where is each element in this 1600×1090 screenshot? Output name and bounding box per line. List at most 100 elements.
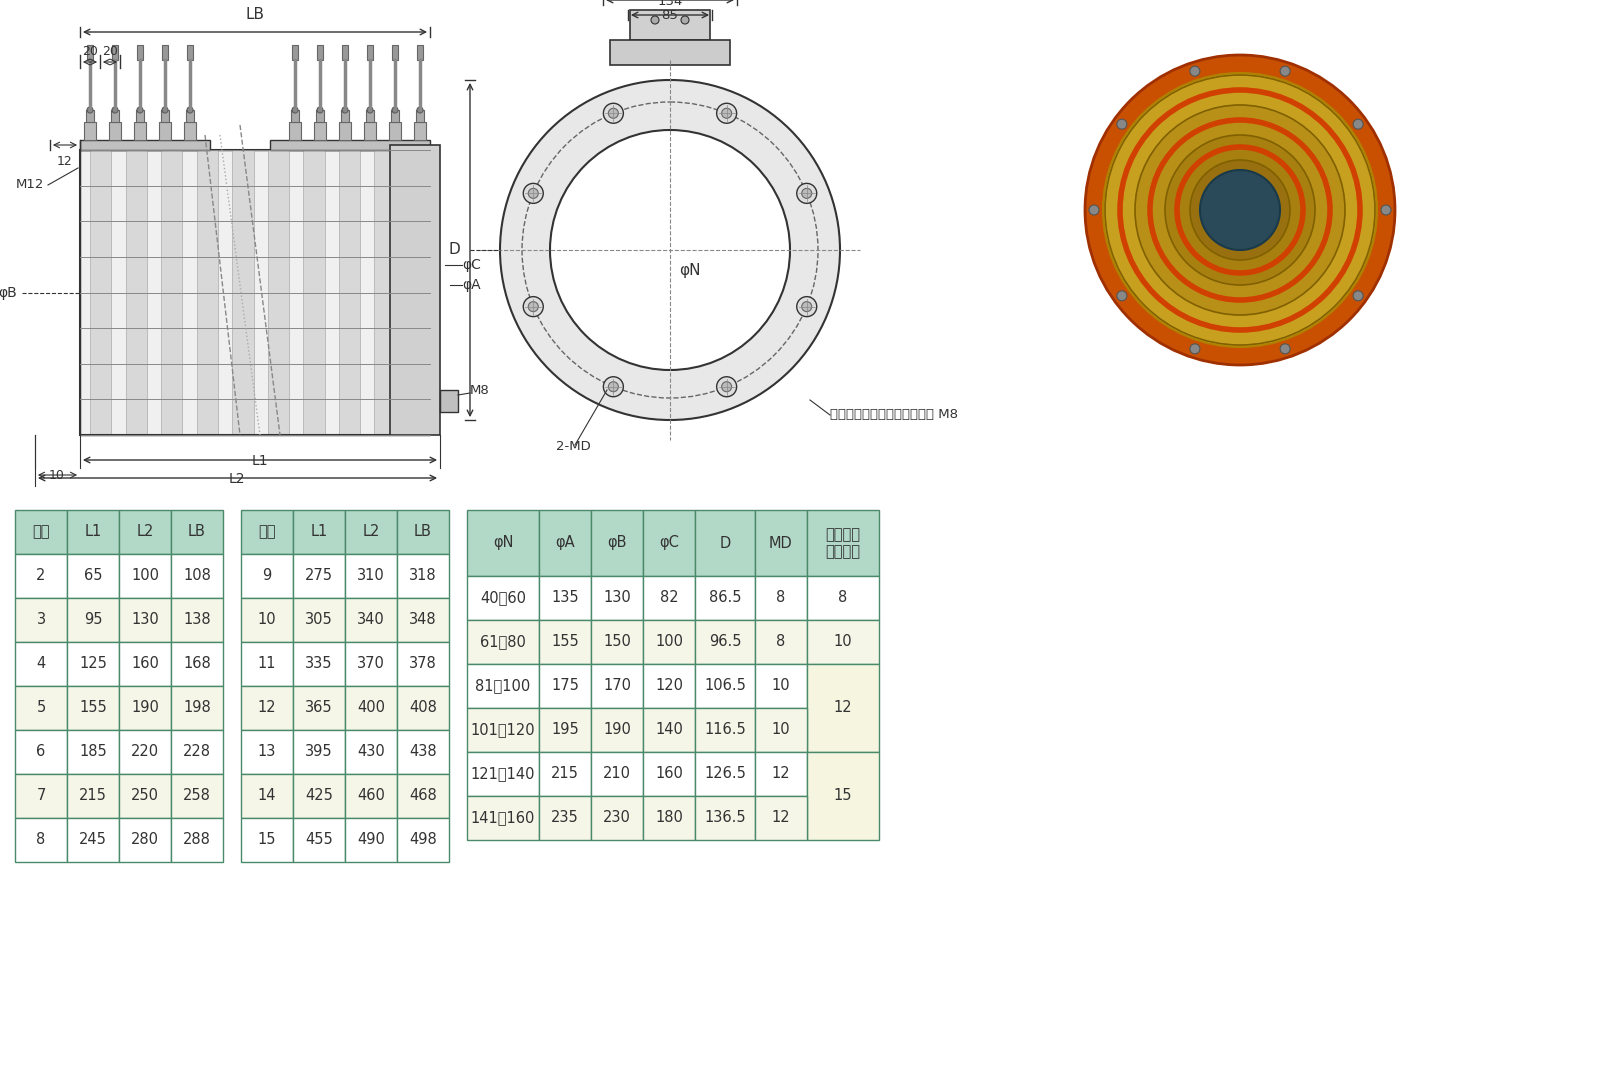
Text: 12: 12 [258, 701, 277, 715]
Text: 20: 20 [82, 45, 98, 58]
Text: 10: 10 [834, 634, 853, 650]
Polygon shape [118, 554, 171, 598]
Polygon shape [158, 122, 171, 140]
Text: 400: 400 [357, 701, 386, 715]
Text: LB: LB [189, 524, 206, 540]
Text: 245: 245 [78, 833, 107, 848]
Text: 198: 198 [182, 701, 211, 715]
Text: 228: 228 [182, 744, 211, 760]
Polygon shape [346, 730, 397, 774]
Polygon shape [80, 140, 210, 150]
Polygon shape [341, 110, 349, 122]
Text: φB: φB [0, 286, 18, 300]
Polygon shape [171, 686, 222, 730]
Polygon shape [187, 45, 194, 60]
Polygon shape [171, 598, 222, 642]
Circle shape [603, 377, 624, 397]
Text: 155: 155 [78, 701, 107, 715]
Polygon shape [694, 664, 755, 708]
Circle shape [499, 80, 840, 420]
Circle shape [1200, 170, 1280, 250]
Polygon shape [171, 818, 222, 862]
Polygon shape [643, 576, 694, 620]
Polygon shape [390, 145, 440, 435]
Polygon shape [590, 510, 643, 576]
Text: 190: 190 [131, 701, 158, 715]
Text: 378: 378 [410, 656, 437, 671]
Text: 135: 135 [550, 591, 579, 606]
Text: 製作可能
最多極数: 製作可能 最多極数 [826, 526, 861, 559]
Polygon shape [186, 110, 194, 122]
Text: 305: 305 [306, 613, 333, 628]
Polygon shape [397, 818, 450, 862]
Text: 2: 2 [37, 569, 46, 583]
Polygon shape [14, 818, 67, 862]
Polygon shape [539, 576, 590, 620]
Circle shape [717, 377, 736, 397]
Polygon shape [806, 576, 878, 620]
Text: 116.5: 116.5 [704, 723, 746, 738]
Text: 340: 340 [357, 613, 386, 628]
Text: L2: L2 [229, 472, 245, 486]
Text: L1: L1 [251, 455, 269, 468]
Circle shape [1381, 205, 1390, 215]
FancyBboxPatch shape [440, 390, 458, 412]
Polygon shape [467, 752, 539, 796]
Text: 8: 8 [776, 634, 786, 650]
Polygon shape [610, 40, 730, 65]
Polygon shape [83, 122, 96, 140]
Polygon shape [539, 620, 590, 664]
Polygon shape [136, 110, 144, 122]
Polygon shape [293, 686, 346, 730]
Circle shape [1085, 54, 1395, 365]
Circle shape [112, 107, 118, 113]
Circle shape [802, 302, 811, 312]
Text: 210: 210 [603, 766, 630, 782]
Polygon shape [694, 796, 755, 840]
Text: 2-MD: 2-MD [557, 440, 590, 453]
Polygon shape [232, 150, 253, 435]
Circle shape [722, 382, 731, 391]
Text: 12: 12 [58, 155, 74, 168]
Polygon shape [86, 45, 93, 60]
Polygon shape [643, 796, 694, 840]
Polygon shape [14, 510, 67, 554]
Polygon shape [14, 686, 67, 730]
Polygon shape [339, 122, 350, 140]
Polygon shape [267, 150, 290, 435]
Circle shape [1280, 343, 1290, 354]
Text: φN: φN [680, 263, 701, 278]
Text: 9: 9 [262, 569, 272, 583]
Polygon shape [197, 150, 218, 435]
Text: 185: 185 [78, 744, 107, 760]
Circle shape [317, 107, 323, 113]
Polygon shape [346, 598, 397, 642]
Polygon shape [694, 510, 755, 576]
Polygon shape [80, 150, 430, 435]
Polygon shape [67, 818, 118, 862]
Polygon shape [467, 664, 539, 708]
Circle shape [717, 104, 736, 123]
Polygon shape [806, 664, 878, 752]
Text: 425: 425 [306, 788, 333, 803]
Text: 318: 318 [410, 569, 437, 583]
Text: 348: 348 [410, 613, 437, 628]
Polygon shape [125, 150, 147, 435]
Polygon shape [806, 752, 878, 840]
Text: 125: 125 [78, 656, 107, 671]
Text: 170: 170 [603, 678, 630, 693]
Text: 極数: 極数 [32, 524, 50, 540]
Text: 82: 82 [659, 591, 678, 606]
Polygon shape [90, 150, 112, 435]
Text: 141～160: 141～160 [470, 811, 534, 825]
Polygon shape [14, 730, 67, 774]
Text: 86.5: 86.5 [709, 591, 741, 606]
Polygon shape [171, 774, 222, 818]
Circle shape [797, 296, 816, 316]
Text: D: D [720, 535, 731, 550]
Polygon shape [694, 708, 755, 752]
Text: 230: 230 [603, 811, 630, 825]
Circle shape [1134, 105, 1346, 315]
Polygon shape [467, 796, 539, 840]
Text: 85: 85 [661, 9, 678, 22]
